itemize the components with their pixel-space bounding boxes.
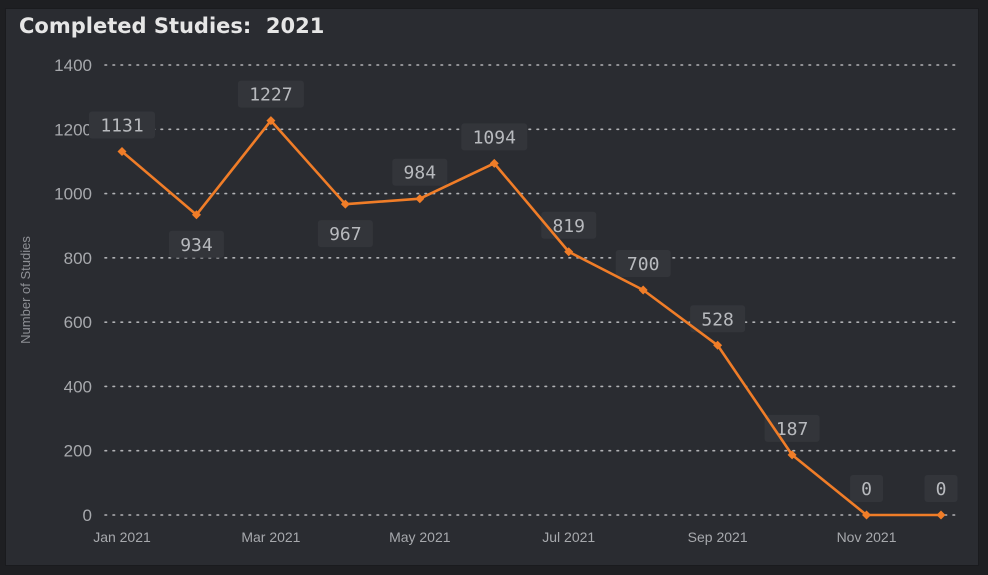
data-label: 0 (861, 479, 872, 500)
data-label-box (541, 211, 597, 239)
data-label: 984 (404, 163, 437, 184)
x-tick-label: Mar 2021 (241, 529, 300, 545)
y-tick-label: 200 (64, 442, 92, 461)
data-label-box (168, 230, 224, 258)
data-label-box (89, 111, 155, 139)
y-tick-label: 600 (64, 313, 92, 332)
data-label: 528 (701, 309, 734, 330)
chart-title: Completed Studies: 2021 (19, 14, 325, 38)
data-label-box (690, 305, 746, 333)
data-label-box (615, 250, 671, 277)
y-tick-label: 800 (64, 249, 92, 268)
data-point (638, 285, 648, 295)
data-point (340, 199, 350, 209)
data-label: 1131 (100, 115, 143, 136)
y-tick-label: 1200 (54, 120, 92, 139)
data-label: 187 (776, 419, 809, 440)
data-label-box (850, 475, 884, 502)
data-point (787, 450, 797, 460)
data-label: 967 (329, 224, 362, 245)
data-label: 1227 (249, 85, 292, 106)
data-label: 0 (936, 479, 947, 500)
data-point (489, 158, 499, 168)
data-label: 819 (552, 216, 585, 237)
y-tick-label: 400 (64, 377, 92, 396)
y-tick-label: 0 (83, 506, 92, 525)
data-point (415, 194, 425, 204)
data-label-box (461, 123, 528, 151)
data-label-box (924, 475, 958, 502)
data-point (266, 116, 276, 126)
data-point (862, 510, 872, 520)
data-label-box (237, 80, 304, 108)
data-point (936, 510, 946, 520)
x-tick-label: Sep 2021 (688, 529, 748, 545)
data-point (564, 247, 574, 257)
y-axis-title: Number of Studies (18, 236, 33, 344)
data-point (713, 340, 723, 350)
series-line (121, 119, 941, 517)
x-tick-label: May 2021 (389, 529, 451, 545)
y-tick-label: 1400 (54, 56, 92, 75)
chart-card (6, 9, 978, 565)
data-label: 700 (627, 254, 660, 275)
data-label: 934 (180, 235, 213, 256)
x-tick-label: Nov 2021 (837, 529, 897, 545)
x-tick-label: Jan 2021 (93, 529, 151, 545)
data-label-box (392, 158, 448, 186)
data-point (117, 146, 127, 156)
data-label-box (317, 220, 373, 248)
x-tick-label: Jul 2021 (542, 529, 595, 545)
data-point (191, 210, 201, 220)
data-label: 1094 (473, 127, 516, 148)
y-tick-label: 1000 (54, 185, 92, 204)
